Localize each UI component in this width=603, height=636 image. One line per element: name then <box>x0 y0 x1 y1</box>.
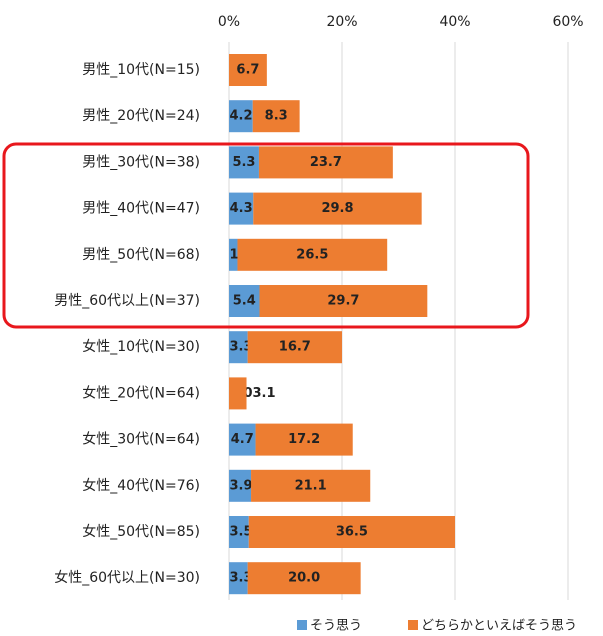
category-label: 女性_30代(N=64) <box>82 431 200 448</box>
bar-segment <box>251 469 371 502</box>
category-label: 女性_40代(N=76) <box>82 477 200 494</box>
value-label: 3.9 <box>229 478 252 493</box>
bar-segment <box>247 331 342 364</box>
value-label: 29.8 <box>321 201 353 216</box>
value-label: 21.1 <box>295 478 327 493</box>
legend-swatch <box>297 620 307 630</box>
category-label: 女性_10代(N=30) <box>82 338 200 355</box>
category-label: 男性_40代(N=47) <box>82 201 200 217</box>
x-tick-label: 60% <box>552 14 583 30</box>
value-label: 5.4 <box>233 294 256 309</box>
value-label: 4.2 <box>229 109 252 124</box>
bar-segment <box>253 192 422 225</box>
value-label: 4.3 <box>230 201 253 216</box>
category-label: 男性_10代(N=15) <box>82 62 200 78</box>
value-label: 3.3 <box>229 571 252 586</box>
value-label: 3.5 <box>229 525 252 540</box>
value-label: 16.7 <box>279 340 311 355</box>
category-label: 女性_60代以上(N=30) <box>54 569 200 586</box>
bar-segment <box>248 516 455 548</box>
bar-segment <box>229 516 249 548</box>
category-label: 男性_30代(N=38) <box>82 154 200 170</box>
legend-swatch <box>408 620 418 630</box>
category-label: 男性_50代(N=68) <box>82 247 200 263</box>
bar-segment <box>252 100 300 133</box>
value-label: 26.5 <box>296 247 328 262</box>
bar-segment <box>229 423 256 456</box>
bar-segment <box>229 377 247 410</box>
category-label: 男性_60代以上(N=37) <box>54 293 200 309</box>
bar-segment <box>229 285 260 317</box>
legend-label: どちらかといえばそう思う <box>421 619 577 634</box>
bar-segment <box>229 54 267 86</box>
bar-segment <box>229 469 252 502</box>
bar-segment <box>258 146 393 179</box>
category-label: 男性_20代(N=24) <box>82 108 200 124</box>
category-label: 女性_50代(N=85) <box>82 523 200 540</box>
value-label: 3.3 <box>229 340 252 355</box>
x-tick-label: 40% <box>439 14 470 30</box>
bar-segment <box>229 192 254 225</box>
value-label: 8.3 <box>265 109 288 124</box>
value-label: 29.7 <box>327 294 359 309</box>
value-label: 6.7 <box>236 63 259 78</box>
bar-segment <box>259 285 428 317</box>
bar-segment <box>229 100 253 133</box>
highlight-box <box>2 142 530 329</box>
bar-segment <box>229 562 248 595</box>
x-tick-label: 0% <box>218 14 240 30</box>
bar-segment <box>255 423 353 456</box>
value-label: 36.5 <box>336 525 368 540</box>
bar-segment <box>229 238 238 271</box>
value-label: 3.1 <box>253 386 276 401</box>
x-tick-label: 20% <box>326 14 357 30</box>
bar-segment <box>229 331 248 364</box>
value-label: 17.2 <box>288 432 320 447</box>
bar-segment <box>247 562 361 595</box>
bar-segment <box>237 238 388 271</box>
category-label: 女性_20代(N=64) <box>82 384 200 401</box>
bar-segment <box>229 146 259 179</box>
value-label: 20.0 <box>288 571 320 586</box>
value-label: 23.7 <box>310 155 342 170</box>
value-label: 4.7 <box>231 432 254 447</box>
value-label: 5.3 <box>232 155 255 170</box>
legend-label: そう思う <box>310 619 362 634</box>
